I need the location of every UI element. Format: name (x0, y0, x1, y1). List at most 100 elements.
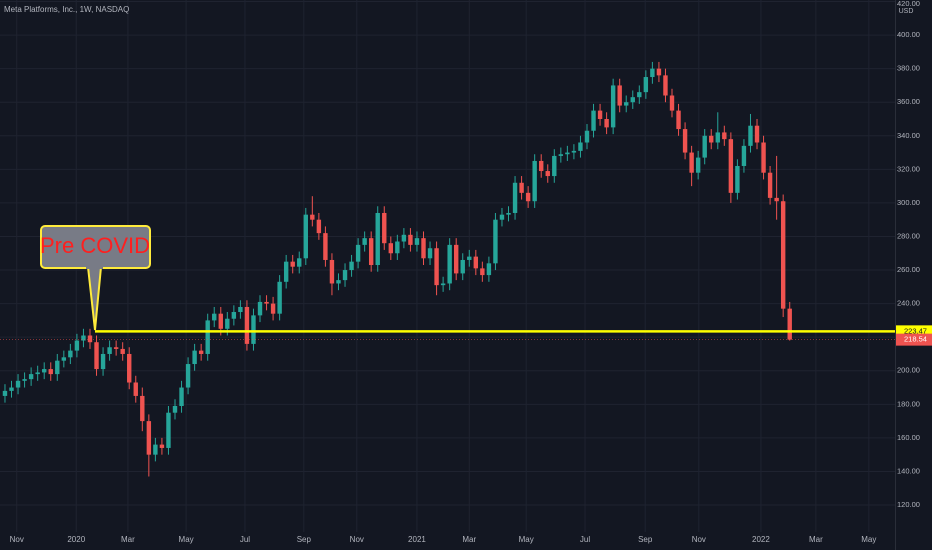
x-tick-label: Nov (10, 535, 24, 544)
candle-body (401, 234, 407, 242)
y-tick-label: 420.00 (897, 0, 920, 8)
candle-body (120, 348, 125, 354)
candle-body (617, 85, 622, 106)
candle-body (15, 380, 21, 388)
candle-body (695, 157, 701, 173)
level-label: 223.47 (904, 326, 927, 335)
y-tick-label: 400.00 (897, 30, 920, 39)
candle-body (506, 212, 511, 215)
callout-join (86, 264, 103, 269)
candle-body (257, 301, 263, 316)
candle-body (395, 241, 400, 254)
x-tick-label: May (179, 535, 194, 544)
candle-body (519, 182, 524, 193)
candle-body (74, 340, 80, 351)
x-tick-label: Mar (809, 535, 823, 544)
candle-body (493, 219, 498, 264)
candle-body (81, 335, 86, 341)
x-tick-label: Mar (462, 535, 476, 544)
y-tick-label: 320.00 (897, 164, 920, 173)
y-tick-label: 140.00 (897, 466, 920, 475)
candle-body (55, 360, 60, 375)
candle-body (42, 369, 47, 373)
y-tick-label: 120.00 (897, 500, 920, 509)
candle-body (532, 160, 537, 202)
y-tick-label: 380.00 (897, 64, 920, 73)
x-tick-label: 2020 (67, 535, 85, 544)
candle-body (368, 238, 374, 266)
candle-body (774, 197, 779, 202)
candle-body (212, 313, 217, 321)
candle-body (2, 390, 8, 396)
candle-body (663, 75, 668, 96)
candle-body (205, 320, 210, 354)
candle-body (133, 382, 138, 396)
candle-body (735, 165, 740, 193)
candle-body (591, 110, 596, 131)
candle-body (185, 364, 191, 388)
y-tick-label: 200.00 (897, 366, 920, 375)
candle-body (787, 308, 792, 340)
candle-body (179, 387, 184, 406)
candle-body (427, 248, 433, 259)
candle-body (434, 248, 439, 286)
candle-body (728, 139, 734, 193)
candle-body (218, 313, 223, 329)
candle-body (624, 102, 629, 106)
candle-body (355, 244, 361, 262)
candle-body (382, 212, 387, 244)
candle-body (748, 125, 753, 146)
x-tick-label: Nov (350, 535, 364, 544)
candle-body (283, 261, 289, 282)
x-tick-label: Jul (240, 535, 250, 544)
candle-body (349, 261, 354, 271)
candle-body (408, 234, 413, 245)
candle-body (421, 238, 426, 259)
candle-body (22, 379, 27, 381)
candle-body (192, 350, 197, 365)
candle-body (545, 171, 550, 177)
x-tick-label: 2022 (752, 535, 770, 544)
candle-body (329, 259, 335, 284)
candle-body (676, 110, 681, 130)
candle-body (68, 350, 73, 358)
candle-body (28, 374, 34, 380)
x-tick-label: Nov (692, 535, 706, 544)
x-tick-label: Jul (580, 535, 590, 544)
candle-body (630, 97, 635, 103)
candle-body (323, 233, 328, 260)
candle-body (754, 125, 760, 143)
x-tick-label: Sep (297, 535, 312, 544)
candle-body (473, 256, 479, 269)
candle-body (100, 353, 106, 370)
candle-body (741, 145, 747, 166)
candle-body (107, 347, 112, 354)
candle-body (251, 315, 256, 344)
candle-body (146, 421, 152, 455)
candle-body (460, 259, 465, 274)
candle-body (342, 270, 348, 281)
candle-body (558, 154, 564, 156)
y-tick-label: 280.00 (897, 231, 920, 240)
candle-body (270, 303, 276, 314)
candle-body (388, 243, 394, 254)
candle-body (767, 172, 773, 198)
candle-body (447, 244, 452, 284)
candle-body (512, 182, 518, 213)
candle-body (610, 85, 616, 128)
candle-body (9, 387, 14, 391)
candle-body (486, 263, 492, 276)
x-tick-label: May (861, 535, 876, 544)
candle-body (87, 335, 93, 343)
candle-body (264, 301, 269, 304)
candle-body (761, 142, 766, 173)
candle-body (453, 244, 459, 274)
candle-body (669, 95, 675, 111)
candle-body (715, 132, 720, 143)
candle-body (499, 214, 505, 220)
candle-body (689, 152, 694, 173)
y-tick-label: 160.00 (897, 433, 920, 442)
candle-body (584, 130, 590, 143)
